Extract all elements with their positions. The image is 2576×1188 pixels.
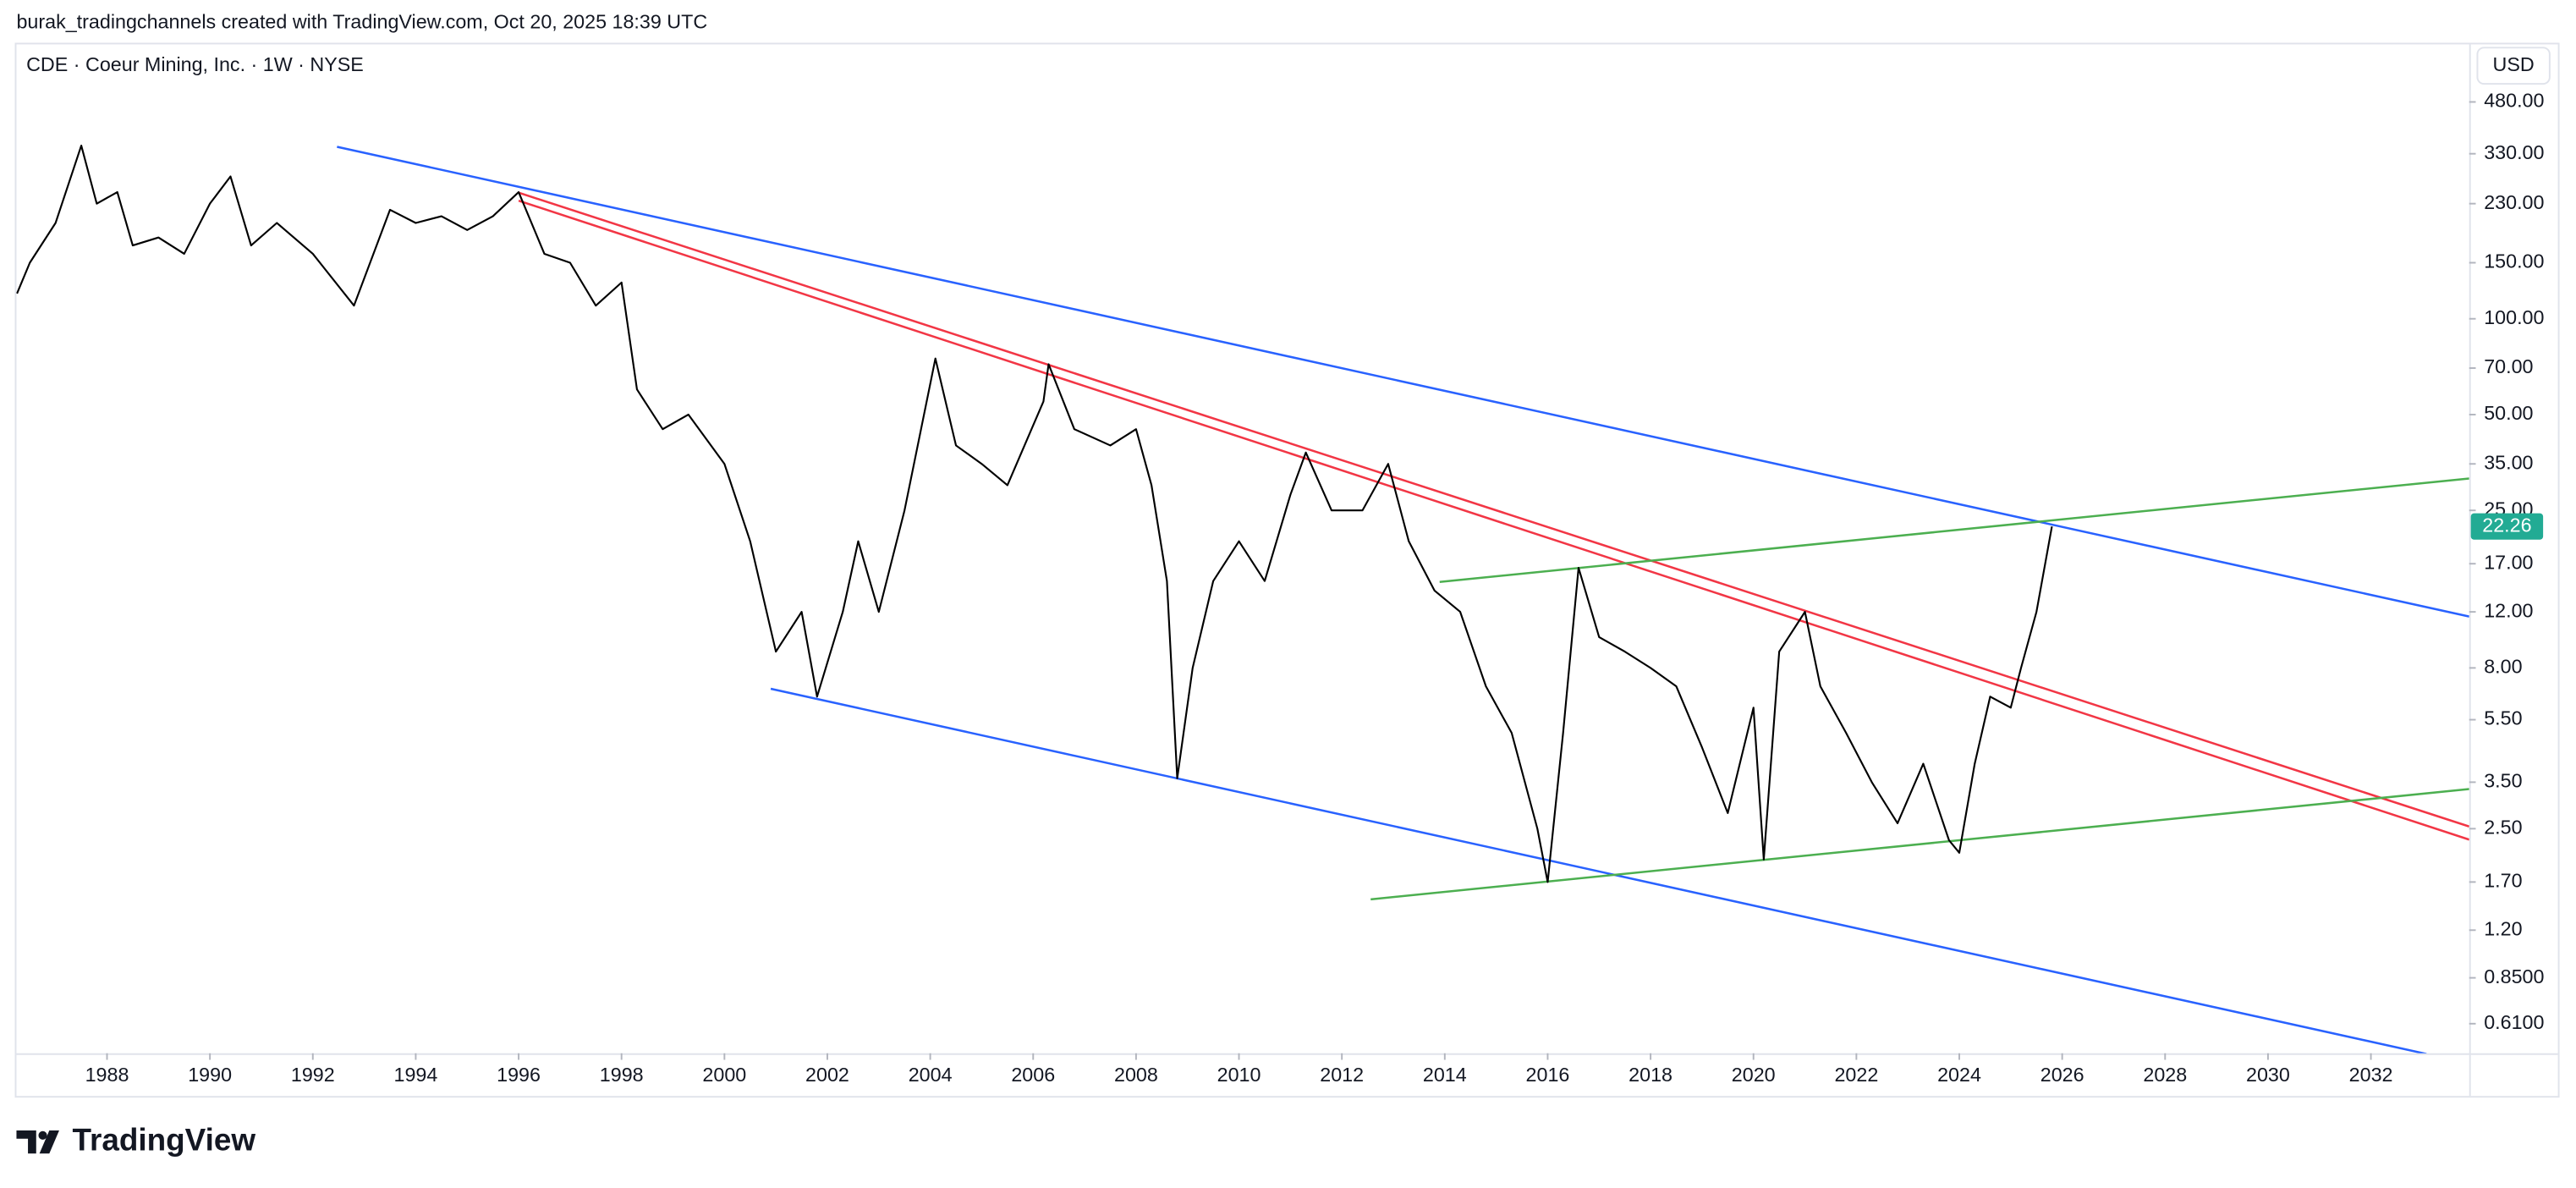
y-tick-label: 480.00 [2484,90,2544,112]
currency-label: USD [2493,53,2535,75]
brand-icon-dot [38,1130,47,1140]
trend-line [1370,788,2469,901]
x-tick-label: 2018 [1629,1064,1672,1086]
x-tick-label: 2022 [1834,1064,1878,1086]
brand-icon [16,1130,59,1154]
x-tick-label: 2030 [2246,1064,2290,1086]
x-tick-label: 2032 [2349,1064,2393,1086]
axes: 480.00 330.00 230.00 150.00 100.00 70.00 50.00… [85,90,2545,1086]
y-tick-label: 150.00 [2484,250,2544,272]
chart-title: CDE · Coeur Mining, Inc. · 1W · NYSE [26,53,364,75]
x-tick-label: 1994 [394,1064,438,1086]
y-tick-label: 100.00 [2484,306,2544,328]
chart-frame [14,42,2560,1098]
x-tick-label: 2004 [909,1064,953,1086]
trend-line [518,199,2469,841]
last-price-label: 22.26 [2482,514,2531,536]
y-tick-label: 12.00 [2484,599,2533,621]
trend-line [518,191,2469,828]
y-tick-label: 8.00 [2484,656,2522,678]
plot-area [16,145,2469,1053]
y-tick-label: 0.6100 [2484,1011,2544,1033]
x-tick-label: 2010 [1217,1064,1261,1086]
y-tick-label: 17.00 [2484,551,2533,573]
x-tick-label: 2020 [1732,1064,1776,1086]
y-tick-label: 1.70 [2484,870,2522,892]
x-tick-label: 1990 [188,1064,232,1086]
trend-line [1439,477,2469,584]
y-tick-label: 230.00 [2484,191,2544,213]
x-tick-label: 1988 [85,1064,129,1086]
x-tick-label: 2006 [1011,1064,1055,1086]
last-price-badge [2470,513,2544,540]
trend-line [770,687,2427,1053]
y-tick-label: 70.00 [2484,355,2533,377]
y-tick-label: 330.00 [2484,141,2544,163]
x-tick-label: 2002 [805,1064,849,1086]
x-tick-label: 2008 [1114,1064,1158,1086]
x-tick-label: 1992 [291,1064,335,1086]
x-tick-label: 2024 [1937,1064,1981,1086]
x-tick-label: 2000 [702,1064,746,1086]
x-tick-label: 1996 [497,1064,541,1086]
y-tick-label: 50.00 [2484,402,2533,424]
y-tick-label: 0.8500 [2484,965,2544,987]
price-line [16,145,2053,883]
x-tick-label: 1998 [600,1064,644,1086]
brand-name: TradingView [72,1122,255,1157]
currency-box[interactable] [2476,47,2551,85]
y-tick-label: 5.50 [2484,707,2522,729]
x-tick-label: 2016 [1526,1064,1570,1086]
brand-logo: TradingView [16,1122,255,1157]
trend-line [337,146,2469,618]
y-tick-label: 35.00 [2484,451,2533,473]
x-tick-label: 2012 [1320,1064,1364,1086]
x-tick-label: 2014 [1423,1064,1467,1086]
x-tick-label: 2028 [2143,1064,2187,1086]
y-tick-label: 1.20 [2484,917,2522,939]
x-tick-label: 2026 [2040,1064,2084,1086]
y-tick-label: 3.50 [2484,770,2522,792]
attribution: burak_tradingchannels created with Tradi… [16,10,707,32]
y-tick-label: 2.50 [2484,817,2522,839]
